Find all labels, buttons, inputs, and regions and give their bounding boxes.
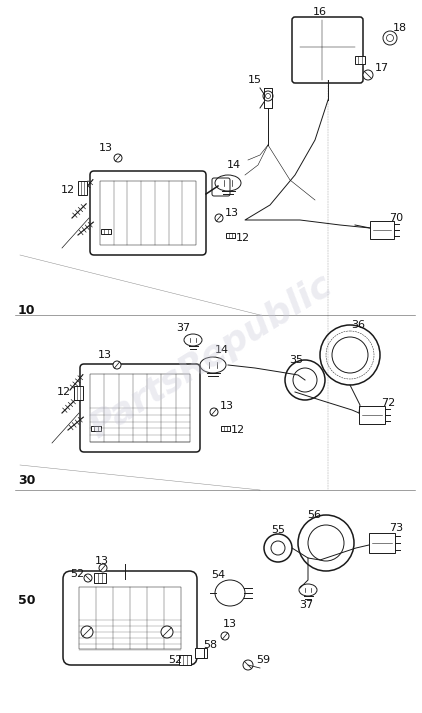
- Text: 52: 52: [70, 569, 84, 579]
- Text: 13: 13: [95, 556, 109, 566]
- Circle shape: [243, 660, 253, 670]
- Circle shape: [84, 574, 92, 582]
- Bar: [79, 587, 181, 649]
- Text: 17: 17: [375, 63, 389, 73]
- Text: 12: 12: [61, 185, 75, 195]
- Text: 12: 12: [231, 425, 245, 435]
- Text: 16: 16: [313, 7, 327, 17]
- Bar: [90, 374, 190, 442]
- Text: 70: 70: [389, 213, 403, 223]
- Text: 37: 37: [176, 323, 190, 333]
- Text: 55: 55: [271, 525, 285, 535]
- Text: 73: 73: [389, 523, 403, 533]
- Text: 18: 18: [393, 23, 407, 33]
- Text: 30: 30: [18, 473, 35, 486]
- Bar: [195, 648, 207, 658]
- Text: 56: 56: [307, 510, 321, 520]
- Circle shape: [99, 564, 107, 572]
- Bar: [359, 406, 385, 424]
- Text: 35: 35: [289, 355, 303, 365]
- Text: 52: 52: [168, 655, 182, 665]
- Circle shape: [221, 632, 229, 640]
- Text: 10: 10: [18, 304, 35, 317]
- Circle shape: [215, 214, 223, 222]
- Bar: [101, 228, 111, 233]
- Text: 13: 13: [99, 143, 113, 153]
- Text: 12: 12: [236, 233, 250, 243]
- Bar: [91, 426, 101, 431]
- Text: 13: 13: [225, 208, 239, 218]
- Circle shape: [81, 626, 93, 638]
- Bar: [100, 181, 196, 245]
- Text: 59: 59: [256, 655, 270, 665]
- Circle shape: [113, 361, 121, 369]
- Circle shape: [363, 70, 373, 80]
- Bar: [369, 533, 395, 553]
- Text: 14: 14: [227, 160, 241, 170]
- Text: 50: 50: [18, 593, 35, 607]
- Text: 15: 15: [248, 75, 262, 85]
- Bar: [73, 386, 82, 400]
- Text: 13: 13: [98, 350, 112, 360]
- Bar: [78, 181, 87, 195]
- Bar: [221, 426, 230, 431]
- Text: 72: 72: [381, 398, 395, 408]
- Text: 58: 58: [203, 640, 217, 650]
- Text: PartsRepublic: PartsRepublic: [84, 268, 338, 445]
- Text: 14: 14: [215, 345, 229, 355]
- Bar: [94, 573, 106, 583]
- Circle shape: [161, 626, 173, 638]
- Bar: [225, 232, 235, 237]
- Bar: [370, 221, 394, 239]
- Bar: [179, 655, 191, 665]
- Text: 36: 36: [351, 320, 365, 330]
- Circle shape: [114, 154, 122, 162]
- Text: 13: 13: [223, 619, 237, 629]
- Text: 13: 13: [220, 401, 234, 411]
- Text: 54: 54: [211, 570, 225, 580]
- Text: 12: 12: [57, 387, 71, 397]
- Circle shape: [210, 408, 218, 416]
- Bar: [355, 56, 365, 64]
- Text: 37: 37: [299, 600, 313, 610]
